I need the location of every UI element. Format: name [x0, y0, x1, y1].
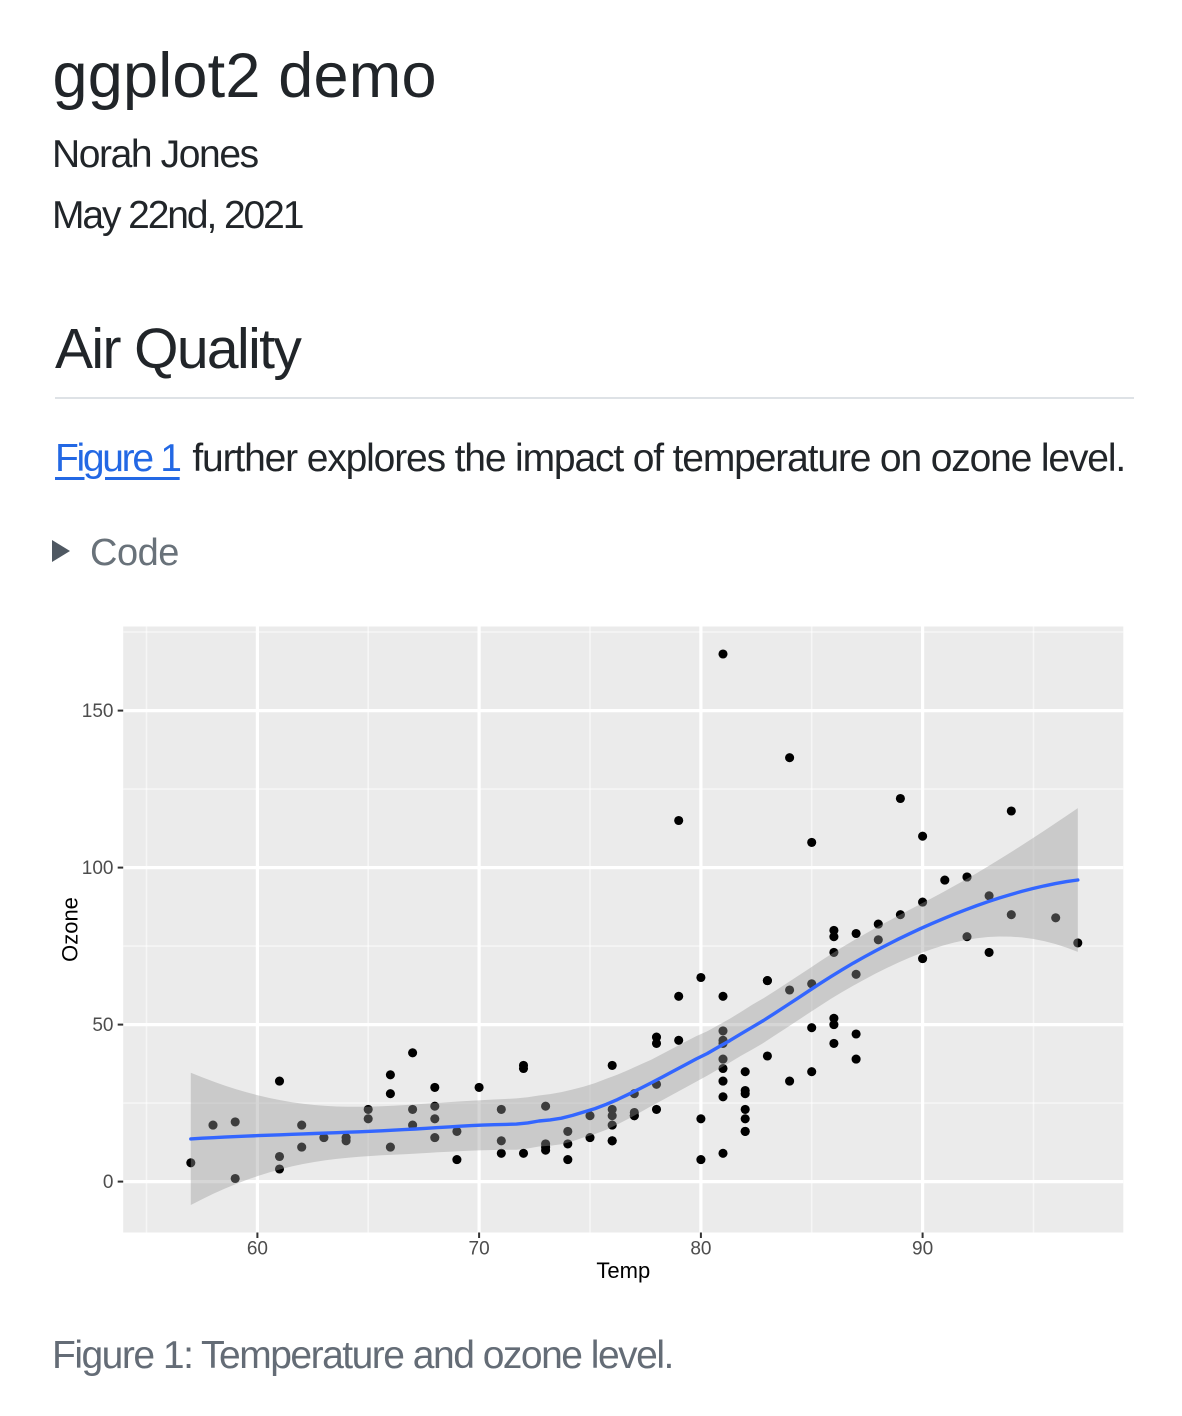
- svg-text:100: 100: [82, 858, 114, 879]
- svg-text:Ozone: Ozone: [58, 897, 83, 962]
- svg-text:150: 150: [82, 701, 114, 722]
- svg-text:90: 90: [912, 1239, 933, 1260]
- svg-text:0: 0: [103, 1172, 114, 1193]
- svg-text:80: 80: [690, 1239, 711, 1260]
- svg-text:50: 50: [92, 1015, 113, 1036]
- svg-text:70: 70: [469, 1239, 490, 1260]
- svg-text:60: 60: [247, 1239, 268, 1260]
- svg-text:Temp: Temp: [596, 1258, 650, 1283]
